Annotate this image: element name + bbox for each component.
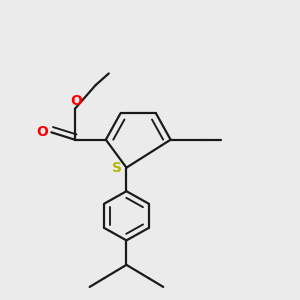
Text: O: O bbox=[70, 94, 82, 108]
Text: O: O bbox=[37, 125, 49, 139]
Text: S: S bbox=[112, 161, 122, 175]
